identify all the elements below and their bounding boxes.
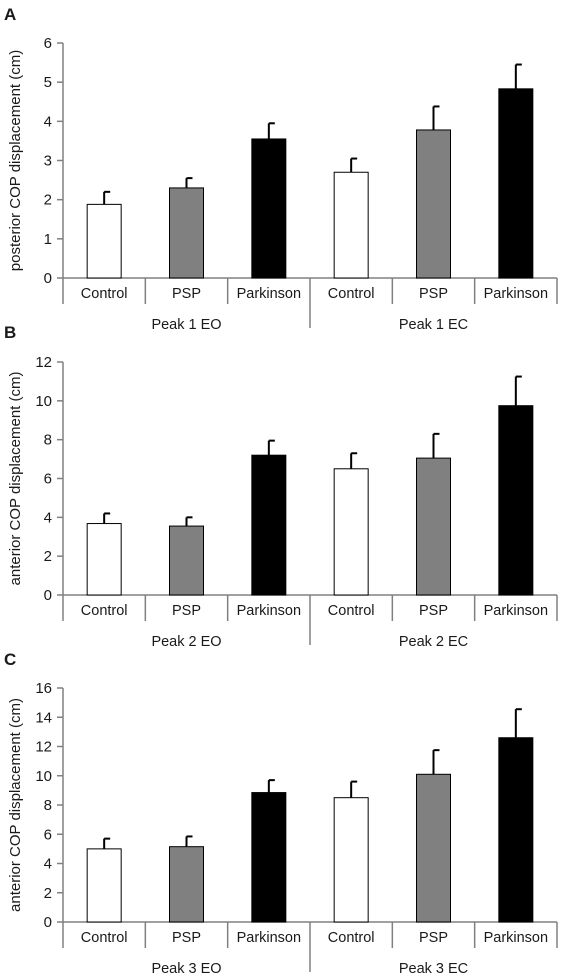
- panel-letter: C: [4, 650, 16, 669]
- y-tick-label: 12: [35, 739, 52, 756]
- bar-psp: [169, 846, 204, 923]
- y-tick-label: 1: [44, 231, 52, 248]
- bar-control: [86, 523, 122, 596]
- category-label: Control: [81, 930, 128, 946]
- y-tick-label: 6: [44, 826, 52, 843]
- category-label: PSP: [419, 930, 448, 946]
- y-axis-label: posterior COP displacement (cm): [7, 50, 24, 271]
- y-tick-label: 6: [44, 471, 52, 488]
- category-label: Parkinson: [237, 603, 301, 619]
- y-tick-label: 2: [44, 548, 52, 565]
- y-tick-label: 0: [44, 914, 52, 931]
- group-label: Peak 3 EO: [151, 961, 221, 977]
- y-tick-label: 8: [44, 432, 52, 449]
- category-label: Parkinson: [484, 930, 548, 946]
- category-label: Control: [81, 286, 128, 302]
- y-tick-label: 12: [35, 354, 52, 371]
- bar-psp: [416, 457, 451, 596]
- bar-psp: [169, 525, 204, 596]
- bar-control: [333, 468, 369, 596]
- group-label: Peak 1 EO: [151, 317, 221, 333]
- bar-control: [333, 797, 369, 923]
- bar-parkinson: [498, 737, 534, 923]
- category-label: Parkinson: [484, 286, 548, 302]
- bar-psp: [169, 187, 204, 279]
- y-tick-label: 10: [35, 393, 52, 410]
- y-tick-label: 2: [44, 192, 52, 209]
- category-label: Parkinson: [484, 603, 548, 619]
- y-tick-label: 6: [44, 35, 52, 52]
- category-label: Parkinson: [237, 286, 301, 302]
- y-tick-label: 0: [44, 270, 52, 287]
- category-label: Control: [81, 603, 128, 619]
- y-tick-label: 4: [44, 509, 52, 526]
- panel-letter: B: [4, 323, 16, 342]
- panel-letter: A: [4, 5, 16, 24]
- group-label: Peak 3 EC: [399, 961, 468, 977]
- category-label: PSP: [172, 930, 201, 946]
- y-tick-label: 16: [35, 680, 52, 697]
- bar-control: [333, 171, 369, 279]
- category-label: PSP: [419, 603, 448, 619]
- y-tick-label: 3: [44, 153, 52, 170]
- y-tick-label: 5: [44, 74, 52, 91]
- bar-parkinson: [498, 405, 534, 596]
- y-axis-label: anterior COP displacement (cm): [7, 372, 24, 586]
- bar-control: [86, 848, 122, 923]
- category-label: PSP: [172, 286, 201, 302]
- group-label: Peak 2 EO: [151, 634, 221, 650]
- y-tick-label: 10: [35, 768, 52, 785]
- y-tick-label: 0: [44, 587, 52, 604]
- bar-parkinson: [251, 454, 287, 596]
- category-label: Control: [328, 286, 375, 302]
- y-axis-label: anterior COP displacement (cm): [7, 698, 24, 912]
- y-tick-label: 8: [44, 797, 52, 814]
- group-label: Peak 2 EC: [399, 634, 468, 650]
- category-label: Control: [328, 603, 375, 619]
- bar-parkinson: [498, 88, 534, 279]
- bar-psp: [416, 129, 451, 279]
- bar-psp: [416, 773, 451, 923]
- y-tick-label: 2: [44, 885, 52, 902]
- bar-parkinson: [251, 138, 287, 279]
- y-tick-label: 4: [44, 856, 52, 873]
- y-tick-label: 4: [44, 113, 52, 130]
- bar-control: [86, 203, 122, 279]
- category-label: Parkinson: [237, 930, 301, 946]
- bar-parkinson: [251, 792, 287, 923]
- category-label: PSP: [172, 603, 201, 619]
- group-label: Peak 1 EC: [399, 317, 468, 333]
- y-tick-label: 14: [35, 709, 52, 726]
- category-label: Control: [328, 930, 375, 946]
- category-label: PSP: [419, 286, 448, 302]
